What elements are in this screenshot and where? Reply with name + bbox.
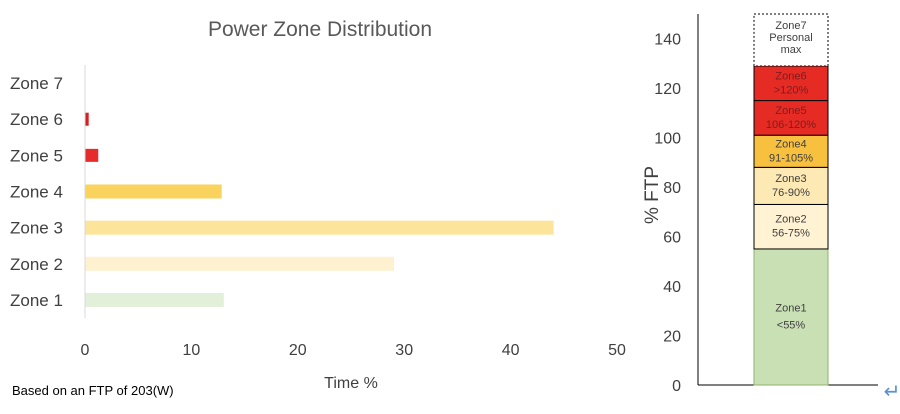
zone-block-zone5: Zone5 106-120% — [753, 100, 829, 136]
category-label: Zone 5 — [10, 146, 63, 165]
x-tick-label: 40 — [502, 342, 520, 359]
x-axis-title: Time % — [324, 375, 378, 392]
zone-range: 56-75% — [772, 228, 810, 240]
category-label: Zone 1 — [10, 291, 63, 310]
x-tick-label: 30 — [395, 342, 413, 359]
zone-name: Zone1 — [775, 302, 806, 314]
chart-title: Power Zone Distribution — [208, 18, 432, 41]
category-label: Zone 2 — [10, 255, 63, 274]
x-tick-label: 10 — [183, 342, 201, 359]
category-label: Zone 7 — [10, 74, 63, 93]
x-tick-label: 20 — [289, 342, 307, 359]
category-label: Zone 3 — [10, 219, 63, 238]
x-tick-label: 0 — [81, 342, 90, 359]
ftp-axis-title: % FTP — [642, 166, 663, 224]
bar-zone-4 — [85, 184, 222, 199]
x-tick-label: 50 — [608, 342, 626, 359]
bar-zone-6 — [85, 112, 89, 126]
ftp-tick-label: 100 — [654, 131, 681, 148]
ftp-tick-label: 0 — [672, 378, 681, 395]
zone-name: Zone2 — [775, 214, 806, 226]
zone-block-zone1: Zone1 <55% — [753, 248, 829, 386]
zone-block-zone2: Zone2 56-75% — [753, 203, 829, 250]
zone-range: >120% — [774, 84, 809, 96]
bar-zone-3 — [85, 220, 554, 235]
ftp-tick-label: 120 — [654, 81, 681, 98]
bar-zone-2 — [85, 256, 395, 271]
zone-block-zone3: Zone3 76-90% — [753, 166, 829, 205]
ftp-zone-stack: Zone1 <55% Zone2 56-75% Zone3 76-90% Zone4 91-1… — [753, 13, 829, 386]
category-label: Zone 4 — [10, 183, 63, 202]
ftp-note: Based on an FTP of 203(W) — [12, 383, 174, 398]
ftp-tick-label: 40 — [663, 279, 681, 296]
ftp-tick-label: 60 — [663, 230, 681, 247]
zone-range: 106-120% — [766, 119, 816, 131]
zone-block-zone6: Zone6 >120% — [753, 65, 829, 102]
bar-zone-5 — [85, 148, 99, 162]
zone-range: Personal — [769, 32, 812, 44]
ftp-tick-label: 80 — [663, 180, 681, 197]
category-label: Zone 6 — [10, 110, 63, 129]
category-labels: Zone 1 Zone 2 Zone 3 Zone 4 Zone 5 Zone 6 Zone… — [10, 74, 63, 310]
zone-range: 91-105% — [769, 152, 813, 164]
ftp-tick-labels: 0 20 40 60 80 100 120 140 — [654, 32, 681, 395]
zone-block-zone4: Zone4 91-105% — [753, 134, 829, 168]
bars — [85, 112, 554, 307]
ftp-tick-label: 140 — [654, 32, 681, 49]
zone-range: max — [781, 44, 802, 56]
zone-name: Zone3 — [775, 173, 806, 185]
zone-name: Zone7 — [775, 20, 806, 32]
zone-name: Zone5 — [775, 105, 806, 117]
zone-range: <55% — [777, 319, 806, 331]
bar-zone-1 — [85, 292, 224, 307]
zone-range: 76-90% — [772, 187, 810, 199]
zone-name: Zone4 — [775, 138, 806, 150]
zone-name: Zone6 — [775, 70, 806, 82]
x-tick-labels: 0 10 20 30 40 50 — [81, 342, 626, 359]
ftp-tick-label: 20 — [663, 329, 681, 346]
return-arrow-icon: ↵ — [884, 381, 900, 403]
